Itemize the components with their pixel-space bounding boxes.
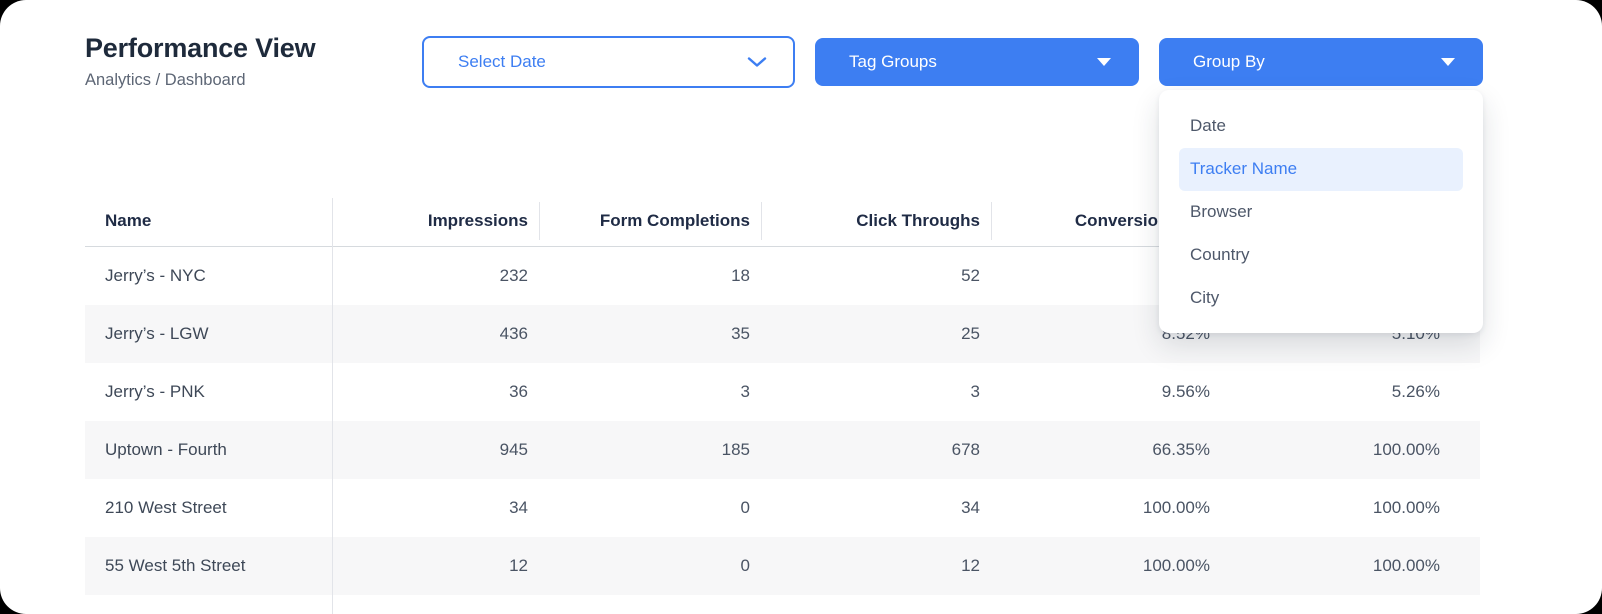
column-header-form-completions: Form Completions: [528, 211, 750, 231]
cell: 18: [731, 266, 750, 285]
cell: 100.00%: [1142, 498, 1210, 517]
tag-groups-label: Tag Groups: [849, 52, 937, 71]
table-row: Jerry’s - NYC 232 18 52: [85, 247, 1480, 305]
cell: 36: [509, 382, 528, 401]
cell: 945: [499, 440, 528, 459]
cell: 185: [721, 440, 750, 459]
cell: 678: [951, 440, 980, 459]
cell-name: Jerry’s - LGW: [105, 324, 209, 343]
group-by-label: Group By: [1193, 52, 1265, 71]
chevron-down-icon: [747, 57, 767, 67]
table-row: Uptown - Fourth 945 185 678 66.35% 100.0…: [85, 421, 1480, 479]
menu-item-city[interactable]: City: [1190, 287, 1220, 307]
cell: 100.00%: [1372, 556, 1440, 575]
page-title: Performance View: [85, 33, 316, 63]
cell-name: 210 West Street: [105, 498, 227, 517]
table-row: 210 West Street 34 0 34 100.00% 100.00%: [85, 479, 1480, 537]
tag-groups-button[interactable]: Tag Groups: [815, 38, 1139, 86]
group-by-dropdown-menu: Date Tracker Name Browser Country City: [1159, 90, 1483, 333]
cell: 35: [731, 324, 750, 343]
cell: 232: [499, 266, 528, 285]
cell: 9.56%: [1161, 382, 1210, 401]
menu-item-date[interactable]: Date: [1190, 116, 1226, 136]
select-date-button[interactable]: Select Date: [422, 36, 795, 88]
cell-name: 55 West 5th Street: [105, 556, 246, 575]
cell: 12: [509, 556, 528, 575]
column-header-click-throughs: Click Throughs: [750, 211, 980, 231]
menu-item-country[interactable]: Country: [1190, 244, 1250, 264]
cell-name: Uptown - Fourth: [105, 440, 227, 459]
menu-item-browser[interactable]: Browser: [1190, 201, 1253, 221]
performance-table: Name Impressions Form Completions Click …: [85, 195, 1480, 614]
cell: 100.00%: [1372, 440, 1440, 459]
cell: 3: [970, 382, 980, 401]
cell: 0: [740, 556, 750, 575]
table-row: 55 West 5th Street 12 0 12 100.00% 100.0…: [85, 537, 1480, 595]
cell: 66.35%: [1152, 440, 1210, 459]
cell: 436: [499, 324, 528, 343]
select-date-label: Select Date: [458, 52, 546, 71]
menu-item-tracker-name[interactable]: Tracker Name: [1179, 147, 1463, 191]
cell: 0: [740, 498, 750, 517]
caret-down-icon: [1097, 58, 1111, 66]
cell: 34: [961, 498, 980, 517]
name-column-divider: [332, 198, 333, 614]
table-row: Jerry’s - PNK 36 3 3 9.56% 5.26%: [85, 363, 1480, 421]
cell: 3: [740, 382, 750, 401]
cell: 5.26%: [1391, 382, 1440, 401]
cell: 100.00%: [1372, 498, 1440, 517]
column-header-name: Name: [105, 210, 152, 230]
breadcrumb: Analytics / Dashboard: [85, 71, 246, 89]
cell-name: Jerry’s - NYC: [105, 266, 206, 285]
group-by-button[interactable]: Group By: [1159, 38, 1483, 86]
cell: 52: [961, 266, 980, 285]
cell: 100.00%: [1142, 556, 1210, 575]
caret-down-icon: [1441, 58, 1455, 66]
cell: 34: [509, 498, 528, 517]
cell: 25: [961, 324, 980, 343]
cell: 12: [961, 556, 980, 575]
cell-name: Jerry’s - PNK: [105, 382, 205, 401]
column-header-impressions: Impressions: [332, 211, 528, 231]
